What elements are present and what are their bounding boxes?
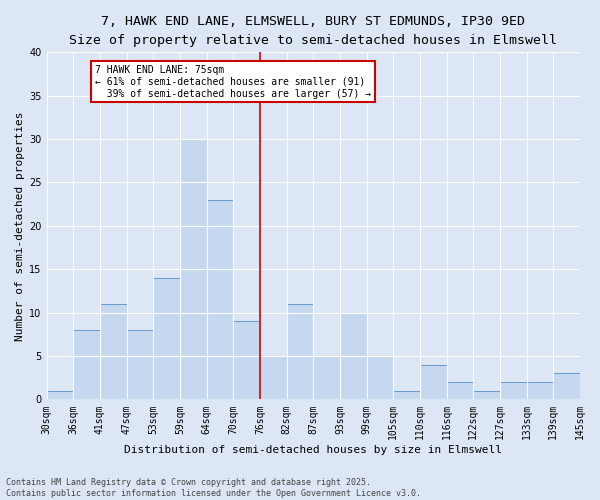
Bar bbox=[73, 330, 100, 400]
X-axis label: Distribution of semi-detached houses by size in Elmswell: Distribution of semi-detached houses by … bbox=[124, 445, 502, 455]
Bar bbox=[446, 382, 473, 400]
Bar bbox=[260, 356, 287, 400]
Bar bbox=[420, 364, 446, 400]
Bar bbox=[367, 356, 393, 400]
Bar bbox=[180, 139, 206, 400]
Bar bbox=[153, 278, 180, 400]
Bar bbox=[473, 390, 500, 400]
Title: 7, HAWK END LANE, ELMSWELL, BURY ST EDMUNDS, IP30 9ED
Size of property relative : 7, HAWK END LANE, ELMSWELL, BURY ST EDMU… bbox=[69, 15, 557, 47]
Bar bbox=[553, 374, 580, 400]
Bar bbox=[500, 382, 527, 400]
Bar bbox=[127, 330, 153, 400]
Bar bbox=[393, 390, 420, 400]
Bar bbox=[206, 200, 233, 400]
Text: 7 HAWK END LANE: 75sqm
← 61% of semi-detached houses are smaller (91)
  39% of s: 7 HAWK END LANE: 75sqm ← 61% of semi-det… bbox=[95, 66, 371, 98]
Bar bbox=[233, 322, 260, 400]
Y-axis label: Number of semi-detached properties: Number of semi-detached properties bbox=[15, 111, 25, 340]
Text: Contains HM Land Registry data © Crown copyright and database right 2025.
Contai: Contains HM Land Registry data © Crown c… bbox=[6, 478, 421, 498]
Bar bbox=[47, 390, 73, 400]
Bar bbox=[527, 382, 553, 400]
Bar bbox=[100, 304, 127, 400]
Bar bbox=[313, 356, 340, 400]
Bar bbox=[287, 304, 313, 400]
Bar bbox=[340, 312, 367, 400]
